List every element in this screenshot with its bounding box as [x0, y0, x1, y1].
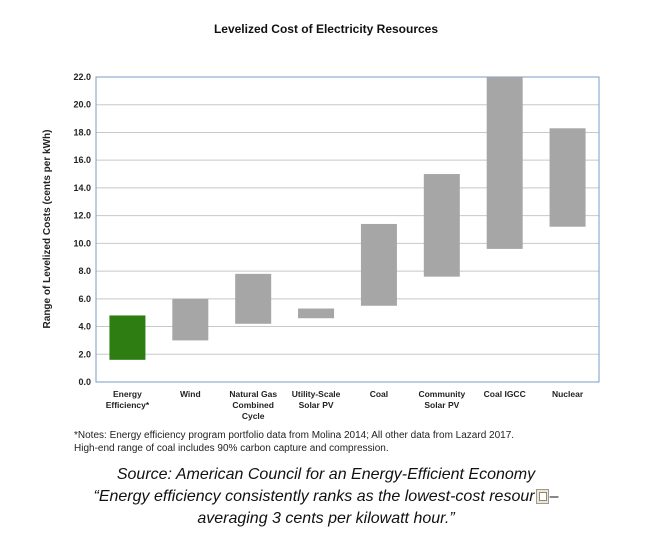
x-category-label-line: Cycle	[242, 411, 265, 421]
x-category-label-line: Community	[418, 389, 465, 399]
x-category-label-line: Coal IGCC	[484, 389, 526, 399]
y-tick-label: 12.0	[73, 211, 91, 221]
bar-utility-scale-solarpv	[298, 308, 335, 319]
bar-nuclear	[549, 128, 586, 227]
bars	[109, 77, 586, 360]
source-caption: Source: American Council for an Energy-E…	[0, 464, 652, 530]
chart: 0.0 2.0 4.0 6.0 8.0 10.0 12.0 14.0 16.0 18.0 20.0 2…	[42, 72, 600, 421]
caption-line-1: Source: American Council for an Energy-E…	[116, 466, 536, 483]
caption-dash: –	[549, 488, 559, 505]
plot-frame	[95, 76, 600, 383]
caption-line-2-text: “Energy efficiency consistently ranks as…	[93, 488, 535, 505]
caption-line-3: averaging 3 cents per kilowatt hour.”	[197, 510, 455, 527]
x-category-label: Coal IGCC	[484, 389, 526, 399]
x-category-labels: Energy Efficiency* Wind Natural Gas Combined…	[106, 389, 584, 421]
x-category-label: Energy Efficiency*	[106, 389, 150, 410]
x-category-label-line: Nuclear	[552, 389, 584, 399]
paste-icon[interactable]	[535, 489, 549, 505]
y-tick-label: 8.0	[78, 266, 91, 276]
x-category-label-line: Solar PV	[299, 400, 334, 410]
bar-wind	[172, 298, 209, 341]
chart-notes: *Notes: Energy efficiency program portfo…	[74, 429, 634, 455]
y-axis-label: Range of Levelized Costs (cents per kWh)	[42, 130, 53, 329]
y-tick-label: 14.0	[73, 183, 91, 193]
y-tick-label: 18.0	[73, 127, 91, 137]
bar-energy-efficiency	[109, 315, 146, 360]
y-tick-label: 6.0	[78, 294, 91, 304]
x-category-label-line: Energy	[113, 389, 142, 399]
x-category-label-line: Natural Gas	[229, 389, 277, 399]
y-tick-label: 20.0	[73, 100, 91, 110]
x-category-label-line: Coal	[370, 389, 388, 399]
caption-line-2: “Energy efficiency consistently ranks as…	[0, 486, 652, 508]
y-tick-label: 2.0	[78, 349, 91, 359]
x-category-label-line: Utility-Scale	[292, 389, 341, 399]
y-tick-label: 0.0	[78, 377, 91, 387]
y-tick-labels: 0.0 2.0 4.0 6.0 8.0 10.0 12.0 14.0 16.0 18.0 20.0 2…	[73, 72, 91, 387]
x-category-label: Natural Gas Combined Cycle	[229, 389, 277, 421]
x-category-label-line: Efficiency*	[106, 400, 150, 410]
bar-naturalgas-combined-cycle	[235, 273, 272, 324]
chart-title: Levelized Cost of Electricity Resources	[213, 22, 439, 36]
x-category-label: Utility-Scale Solar PV	[292, 389, 341, 410]
y-tick-label: 10.0	[73, 238, 91, 248]
gridlines	[96, 76, 599, 383]
y-tick-label: 22.0	[73, 72, 91, 82]
notes-line-1: *Notes: Energy efficiency program portfo…	[74, 430, 515, 441]
x-category-label: Wind	[180, 389, 201, 399]
x-category-label-line: Combined	[232, 400, 274, 410]
bar-coal	[360, 223, 397, 306]
x-category-label-line: Wind	[180, 389, 201, 399]
x-category-label-line: Solar PV	[424, 400, 459, 410]
y-tick-label: 16.0	[73, 155, 91, 165]
x-category-label: Coal	[370, 389, 388, 399]
x-category-label: Nuclear	[552, 389, 584, 399]
y-tick-label: 4.0	[78, 322, 91, 332]
notes-line-2: High-end range of coal includes 90% carb…	[74, 443, 389, 454]
bar-coaligcc	[486, 77, 523, 249]
bar-community-solarpv	[423, 174, 460, 277]
x-category-label: Community Solar PV	[418, 389, 465, 410]
